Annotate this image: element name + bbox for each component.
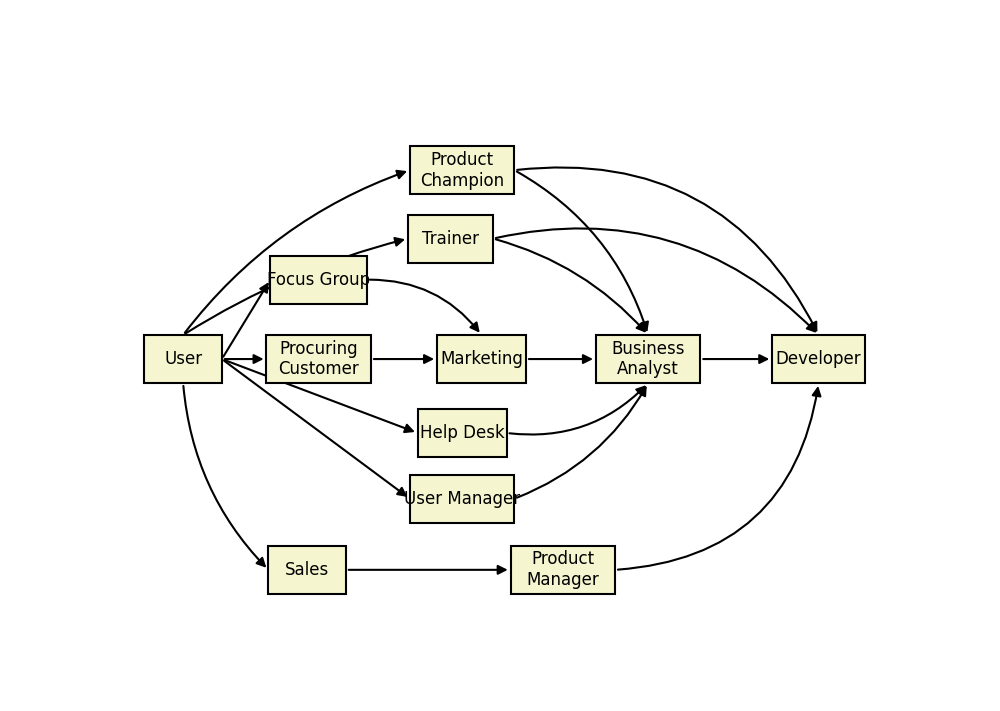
FancyBboxPatch shape [511, 546, 615, 594]
FancyBboxPatch shape [144, 335, 222, 383]
Text: User Manager: User Manager [404, 490, 520, 508]
FancyBboxPatch shape [418, 409, 507, 457]
FancyBboxPatch shape [437, 335, 526, 383]
Text: Product
Champion: Product Champion [420, 151, 504, 190]
FancyBboxPatch shape [596, 335, 700, 383]
Text: Product
Manager: Product Manager [526, 550, 599, 589]
Text: Help Desk: Help Desk [420, 424, 505, 442]
FancyBboxPatch shape [266, 335, 371, 383]
Text: Procuring
Customer: Procuring Customer [278, 340, 359, 378]
FancyBboxPatch shape [772, 335, 865, 383]
FancyBboxPatch shape [410, 146, 514, 194]
Text: Marketing: Marketing [440, 350, 523, 368]
Text: User: User [164, 350, 202, 368]
FancyBboxPatch shape [268, 546, 346, 594]
Text: Developer: Developer [776, 350, 861, 368]
FancyBboxPatch shape [410, 474, 514, 523]
FancyBboxPatch shape [270, 255, 367, 304]
Text: Sales: Sales [285, 561, 329, 579]
Text: Business
Analyst: Business Analyst [611, 340, 685, 378]
FancyBboxPatch shape [408, 215, 493, 262]
Text: Trainer: Trainer [422, 230, 479, 247]
Text: Focus Group: Focus Group [267, 271, 370, 289]
